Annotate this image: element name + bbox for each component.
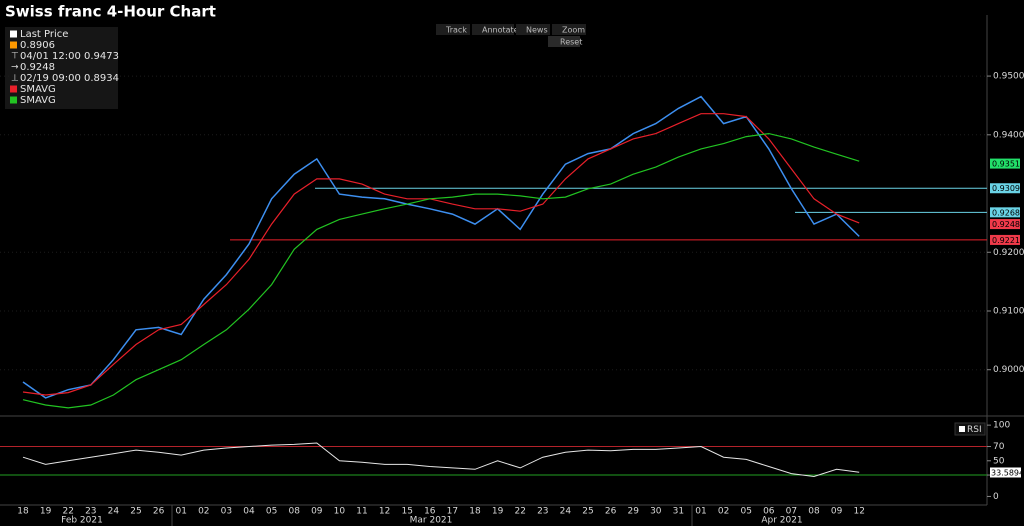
price-tag xyxy=(990,158,1020,169)
x-tick-label: 03 xyxy=(221,507,232,517)
legend-swatch xyxy=(10,96,17,104)
x-tick-label: 09 xyxy=(831,507,843,517)
price-tag-label: 0.9248 xyxy=(992,220,1020,229)
x-tick-label: 23 xyxy=(537,507,548,517)
legend-symbol: ⊤ xyxy=(11,52,19,62)
toolbar-button[interactable] xyxy=(472,24,514,35)
x-tick-label: 25 xyxy=(582,507,593,517)
toolbar-label[interactable]: Zoom xyxy=(562,26,585,35)
x-tick-label: 17 xyxy=(447,507,458,517)
rsi-tick-label: 0 xyxy=(993,492,999,502)
x-tick-label: 02 xyxy=(718,507,729,517)
rsi-swatch xyxy=(959,426,965,432)
rsi-last-label: 33.5894 xyxy=(991,468,1024,477)
x-tick-label: 30 xyxy=(650,507,662,517)
x-tick-label: 05 xyxy=(740,507,751,517)
legend-label: SMAVG xyxy=(20,84,56,95)
rsi-legend-label: RSI xyxy=(967,425,982,435)
toolbar-button[interactable] xyxy=(516,24,550,35)
price-tag xyxy=(990,234,1020,245)
price-tag-label: 0.9351 xyxy=(992,160,1020,169)
legend-label: 02/19 09:00 0.8934 xyxy=(20,73,119,84)
reset-button[interactable] xyxy=(548,36,580,47)
legend-label: Last Price xyxy=(20,29,68,40)
x-tick-label: 22 xyxy=(62,507,73,517)
legend-label: SMAVG xyxy=(20,95,56,106)
rsi-tick-label: 50 xyxy=(993,456,1005,466)
x-tick-label: 07 xyxy=(786,507,797,517)
x-tick-label: 05 xyxy=(266,507,277,517)
toolbar-button[interactable] xyxy=(436,24,470,35)
x-tick-label: 25 xyxy=(130,507,141,517)
x-tick-label: 12 xyxy=(379,507,390,517)
month-label: Apr 2021 xyxy=(761,516,802,526)
legend-swatch xyxy=(10,41,17,49)
x-tick-label: 01 xyxy=(695,507,706,517)
toolbar-label[interactable]: Track xyxy=(445,26,467,35)
sma-line xyxy=(22,113,860,396)
price-tag xyxy=(990,183,1020,194)
legend-symbol: ⊥ xyxy=(11,74,19,84)
legend-symbol: → xyxy=(11,63,19,73)
x-tick-label: 26 xyxy=(153,507,165,517)
price-tag-label: 0.9309 xyxy=(992,184,1020,193)
y-tick-label: 0.9500 xyxy=(993,72,1024,82)
x-tick-label: 22 xyxy=(514,507,525,517)
legend-swatch xyxy=(10,85,17,93)
x-tick-label: 01 xyxy=(175,507,186,517)
reset-label[interactable]: Reset xyxy=(560,38,582,47)
toolbar-label[interactable]: News xyxy=(526,26,548,35)
month-label: Feb 2021 xyxy=(61,516,103,526)
y-tick-label: 0.9200 xyxy=(993,248,1024,258)
x-tick-label: 08 xyxy=(288,507,300,517)
x-tick-label: 15 xyxy=(401,507,412,517)
x-tick-label: 16 xyxy=(424,507,436,517)
rsi-last-tag xyxy=(990,467,1021,478)
x-tick-label: 24 xyxy=(108,507,120,517)
toolbar-button[interactable] xyxy=(552,24,586,35)
price-tag xyxy=(990,219,1020,230)
x-tick-label: 19 xyxy=(492,507,504,517)
x-tick-label: 18 xyxy=(469,507,481,517)
x-tick-label: 12 xyxy=(853,507,864,517)
month-label: Mar 2021 xyxy=(410,516,453,526)
x-tick-label: 18 xyxy=(17,507,29,517)
y-tick-label: 0.9400 xyxy=(993,130,1024,140)
toolbar-label[interactable]: Annotate xyxy=(482,26,519,35)
y-tick-label: 0.9100 xyxy=(993,306,1024,316)
x-tick-label: 19 xyxy=(40,507,52,517)
chart-title: Swiss franc 4-Hour Chart xyxy=(5,3,216,21)
legend-label: 0.8906 xyxy=(20,40,55,51)
price-tag-label: 0.9221 xyxy=(992,236,1020,245)
x-tick-label: 04 xyxy=(243,507,255,517)
x-tick-label: 24 xyxy=(560,507,572,517)
x-tick-label: 11 xyxy=(356,507,367,517)
legend-box xyxy=(5,27,118,109)
rsi-line xyxy=(22,442,860,478)
x-tick-label: 02 xyxy=(198,507,209,517)
rsi-tick-label: 100 xyxy=(993,421,1010,431)
x-tick-label: 26 xyxy=(605,507,617,517)
legend-swatch xyxy=(10,30,17,38)
x-tick-label: 29 xyxy=(627,507,639,517)
legend-label: 04/01 12:00 0.9473 xyxy=(20,51,119,62)
price-tag xyxy=(990,207,1020,218)
sma-line xyxy=(22,132,860,409)
x-tick-label: 23 xyxy=(85,507,96,517)
price-tag-label: 0.9268 xyxy=(992,208,1020,217)
rsi-tick-label: 70 xyxy=(993,442,1005,452)
x-tick-label: 31 xyxy=(673,507,684,517)
x-tick-label: 08 xyxy=(808,507,820,517)
x-tick-label: 09 xyxy=(311,507,323,517)
legend-label: 0.9248 xyxy=(20,62,55,73)
x-tick-label: 10 xyxy=(334,507,346,517)
y-tick-label: 0.9000 xyxy=(993,365,1024,375)
x-tick-label: 06 xyxy=(763,507,775,517)
